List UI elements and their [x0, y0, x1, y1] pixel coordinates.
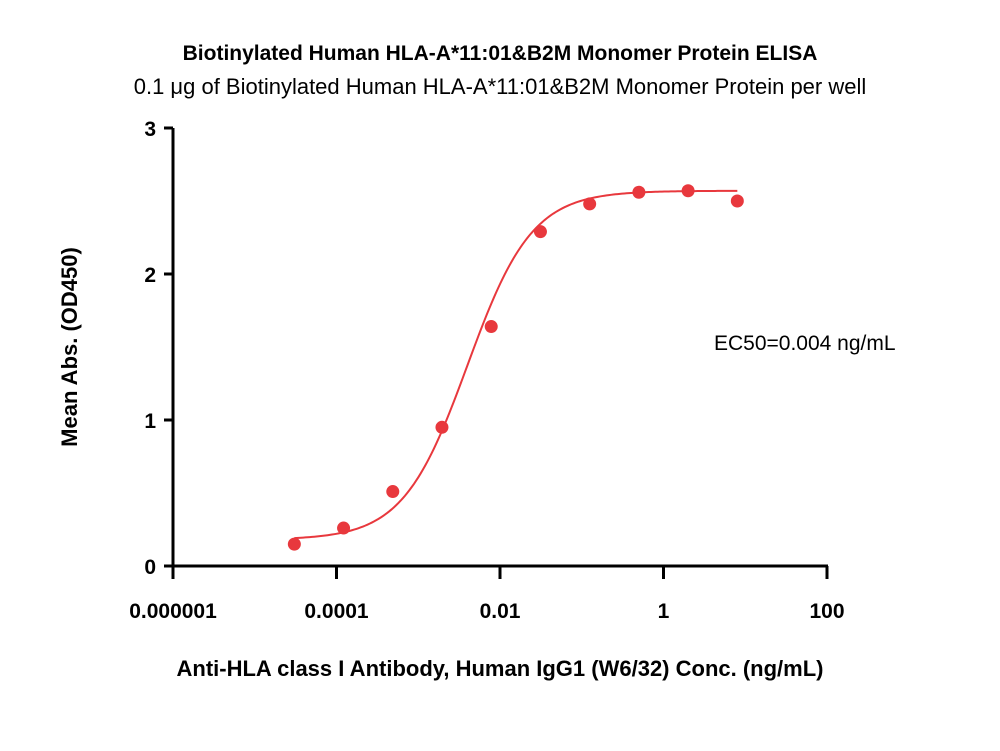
y-axis-label: Mean Abs. (OD450) — [57, 247, 82, 447]
data-point — [632, 185, 646, 199]
data-point — [533, 225, 547, 239]
y-ticks: 0 1 2 3 — [144, 118, 173, 579]
y-tick-label: 2 — [144, 264, 156, 287]
data-point — [681, 184, 695, 198]
x-ticks: 0.000001 0.0001 0.01 1 100 — [129, 566, 845, 623]
data-point — [435, 420, 449, 434]
x-tick-label: 0.0001 — [304, 600, 369, 623]
data-point — [730, 194, 744, 208]
chart-subtitle: 0.1 μg of Biotinylated Human HLA-A*11:01… — [134, 74, 867, 99]
data-point — [386, 485, 400, 499]
data-point — [287, 537, 301, 551]
x-tick-label: 100 — [809, 600, 844, 623]
x-tick-label: 0.01 — [480, 600, 521, 623]
y-tick-label: 0 — [144, 556, 156, 579]
x-tick-label: 0.000001 — [129, 600, 217, 623]
fit-curve — [294, 189, 738, 540]
data-point — [484, 320, 498, 334]
data-point — [583, 197, 597, 211]
data-point — [337, 521, 351, 535]
x-axis-label: Anti-HLA class I Antibody, Human IgG1 (W… — [177, 656, 824, 681]
chart-title: Biotinylated Human HLA-A*11:01&B2M Monom… — [183, 42, 818, 65]
data-points — [287, 184, 744, 551]
ec50-annotation: EC50=0.004 ng/mL — [714, 332, 896, 355]
y-tick-label: 3 — [144, 118, 156, 141]
y-tick-label: 1 — [144, 410, 156, 433]
x-tick-label: 1 — [658, 600, 670, 623]
